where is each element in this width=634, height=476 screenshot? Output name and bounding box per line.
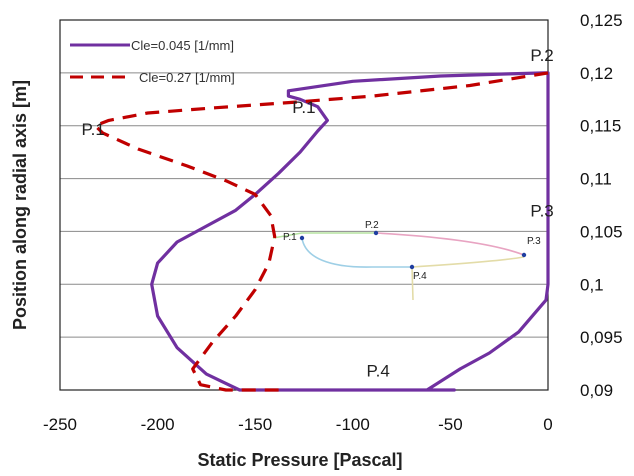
inset-suction-side-upper bbox=[272, 232, 376, 239]
y-tick-label: 0,09 bbox=[580, 381, 613, 400]
x-tick-label: -150 bbox=[238, 415, 272, 434]
series-group bbox=[93, 71, 550, 392]
x-tick-label: -200 bbox=[141, 415, 175, 434]
legend: Cle=0.045 [1/mm] Cle=0.27 [1/mm] bbox=[70, 38, 235, 85]
legend-label-series-1: Cle=0.045 [1/mm] bbox=[131, 38, 234, 53]
x-tick-label: -100 bbox=[336, 415, 370, 434]
x-tick-label: -50 bbox=[438, 415, 463, 434]
inset-label-p4: P.4 bbox=[413, 271, 427, 282]
inset-pressure-side-front bbox=[301, 237, 412, 268]
series-line-2 bbox=[93, 71, 549, 392]
inset-point-p3 bbox=[521, 252, 527, 258]
inset-pressure-side-rear bbox=[411, 256, 525, 268]
x-tick-label: -250 bbox=[43, 415, 77, 434]
y-tick-label: 0,115 bbox=[580, 117, 621, 136]
inset-point-p1 bbox=[299, 235, 305, 241]
point-annotation: P.1 bbox=[292, 98, 315, 117]
y-tick-labels: 0,09 0,095 0,1 0,105 0,11 0,115 0,12 0,125 bbox=[580, 11, 623, 400]
x-tick-label: 0 bbox=[543, 415, 552, 434]
inset-stem bbox=[411, 266, 414, 301]
y-tick-label: 0,125 bbox=[580, 11, 623, 30]
annotations: P.1 P.1 P.2 P.3 P.4 bbox=[81, 46, 553, 380]
inset-label-p2: P.2 bbox=[365, 220, 379, 231]
point-annotation: P.1 bbox=[81, 120, 104, 139]
y-tick-label: 0,11 bbox=[580, 170, 612, 189]
inset-point-p2 bbox=[373, 230, 379, 236]
y-tick-label: 0,095 bbox=[580, 328, 623, 347]
inset-point-p4 bbox=[409, 264, 415, 270]
grid bbox=[60, 19, 548, 391]
legend-label-series-2: Cle=0.27 [1/mm] bbox=[139, 70, 235, 85]
y-axis-title: Position along radial axis [m] bbox=[10, 80, 30, 330]
series-line-1 bbox=[150, 71, 550, 392]
point-annotation: P.2 bbox=[530, 46, 553, 65]
y-tick-label: 0,105 bbox=[580, 222, 623, 241]
point-annotation: P.4 bbox=[366, 361, 389, 380]
y-tick-label: 0,12 bbox=[580, 64, 613, 83]
inset-suction-side-rear bbox=[375, 232, 525, 256]
x-axis-title: Static Pressure [Pascal] bbox=[197, 450, 402, 470]
x-tick-labels: -250 -200 -150 -100 -50 0 bbox=[43, 415, 553, 434]
inset-label-p3: P.3 bbox=[527, 236, 541, 247]
y-tick-label: 0,1 bbox=[580, 275, 604, 294]
inset-label-p1: P.1 bbox=[283, 232, 297, 243]
inset-diagram: P.1 P.2 P.3 P.4 bbox=[272, 220, 541, 301]
point-annotation: P.3 bbox=[530, 202, 553, 221]
